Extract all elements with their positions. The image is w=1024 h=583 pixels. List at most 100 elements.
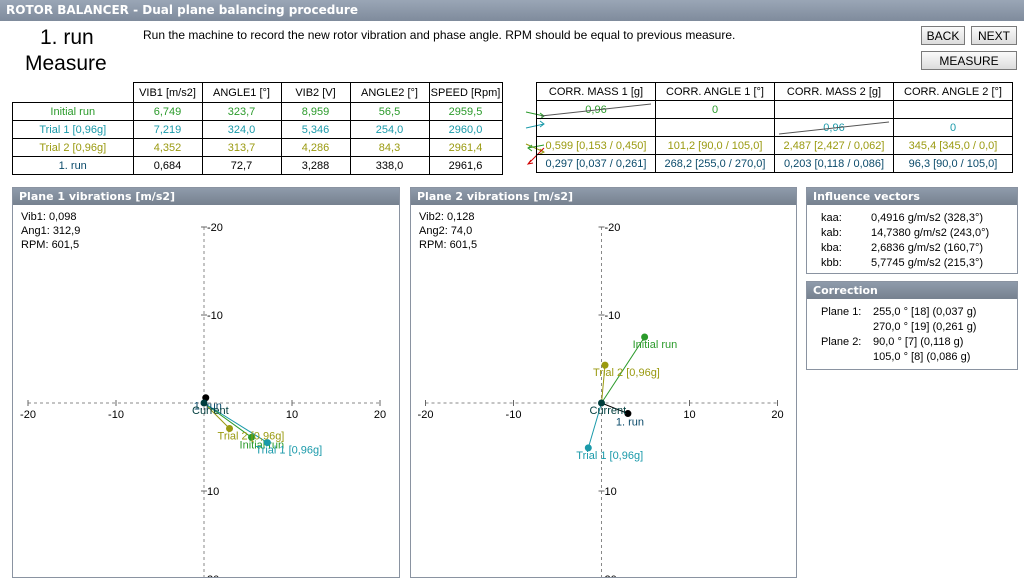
point-label: Trial 1 [0,96g]: [576, 450, 643, 462]
cell-angle2: 84,3: [349, 138, 430, 157]
cell-vib2: 3,288: [280, 156, 351, 175]
cell-angle1: 72,7: [201, 156, 282, 175]
info-key: RPM:: [21, 239, 49, 251]
vector-line: [203, 402, 252, 438]
x-tick-label: 20: [771, 409, 783, 421]
vector-line: [203, 402, 268, 444]
x-tick-label: 10: [683, 409, 695, 421]
x-tick-label: -20: [20, 409, 36, 421]
x-tick-label: -10: [506, 409, 522, 421]
list-item: 105,0 ° [8] (0,086 g): [821, 350, 976, 365]
vector-line: [601, 336, 646, 404]
data-point: [248, 433, 256, 441]
list-item: Plane 2: 90,0 ° [7] (0,118 g): [821, 335, 976, 350]
plane2-axes: -20 -20 -10 -10 10 10 20 20: [418, 222, 784, 577]
plane1-info: Vib1: 0,098 Ang1: 312,9 RPM: 601,5: [21, 210, 80, 252]
influence-value: 2,6836 g/m/s2 (160,7°): [871, 242, 984, 254]
header-vib1: VIB1 [m/s2]: [132, 82, 203, 103]
step-title: 1. run: [40, 26, 94, 49]
rpm1-value: 601,5: [51, 239, 80, 251]
cell-corr-angle2: 345,4 [345,0 / 0,0]: [893, 136, 1013, 155]
cell-vib2: 5,346: [280, 120, 351, 139]
cell-corr-mass2: 0,96: [774, 118, 894, 137]
cell-corr-mass2: [774, 100, 894, 119]
info-key: RPM:: [419, 239, 447, 251]
cell-corr-angle1: [655, 118, 775, 137]
info-key: Ang2:: [419, 225, 448, 237]
influence-title: Influence vectors: [807, 188, 1017, 205]
point-label: Current: [590, 405, 627, 417]
point-label: Trial 2 [0,96g]: [218, 431, 285, 443]
data-point: [200, 399, 208, 407]
strike-line: [778, 121, 890, 135]
correction-value: 270,0 ° [19] (0,261 g): [873, 321, 977, 333]
header-empty: [12, 82, 134, 103]
plane1-title: Plane 1 vibrations [m/s2]: [13, 188, 399, 205]
row-label: 1. run: [12, 156, 134, 175]
influence-list: kaa: 0,4916 g/m/s2 (328,3°) kab: 14,7380 g…: [821, 211, 989, 271]
x-tick-label: -10: [108, 409, 124, 421]
correction-key: Plane 1:: [821, 306, 862, 318]
point-label: Initial run: [240, 439, 285, 451]
table-row: 0,599 [0,153 / 0,450] 101,2 [90,0 / 105,…: [536, 136, 1013, 155]
influence-key: kba:: [821, 242, 842, 254]
cell-speed: 2959,5: [428, 102, 503, 121]
table-header-row: VIB1 [m/s2] ANGLE1 [°] VIB2 [V] ANGLE2 […: [12, 82, 503, 103]
plane2-panel: Plane 2 vibrations [m/s2] Vib2: 0,128 An…: [410, 187, 797, 578]
header-speed: SPEED [Rpm]: [428, 82, 503, 103]
row-label: Initial run: [12, 102, 134, 121]
cell-corr-angle2: 0: [893, 118, 1013, 137]
back-button[interactable]: BACK: [921, 26, 965, 45]
info-key: Ang1:: [21, 225, 50, 237]
cell-corr-mass1: 0,599 [0,153 / 0,450]: [536, 136, 656, 155]
influence-value: 5,7745 g/m/s2 (215,3°): [871, 257, 984, 269]
list-item: kab: 14,7380 g/m/s2 (243,0°): [821, 226, 989, 241]
vector-line: [587, 402, 602, 449]
cell-corr-mass1: 0,297 [0,037 / 0,261]: [536, 154, 656, 173]
vector-line: [601, 402, 629, 415]
header-vib2: VIB2 [V]: [280, 82, 351, 103]
list-item: kaa: 0,4916 g/m/s2 (328,3°): [821, 211, 989, 226]
influence-value: 14,7380 g/m/s2 (243,0°): [871, 227, 990, 239]
cell-corr-angle2: 96,3 [90,0 / 105,0]: [893, 154, 1013, 173]
list-item: 270,0 ° [19] (0,261 g): [821, 320, 976, 335]
plane2-info: Vib2: 0,128 Ang2: 74,0 RPM: 601,5: [419, 210, 477, 252]
influence-key: kaa:: [821, 212, 842, 224]
cell-angle1: 323,7: [201, 102, 282, 121]
plane2-title: Plane 2 vibrations [m/s2]: [411, 188, 796, 205]
rpm2-value: 601,5: [449, 239, 478, 251]
cell-corr-angle1: 0: [655, 100, 775, 119]
cell-corr-mass2: 2,487 [2,427 / 0,062]: [774, 136, 894, 155]
vib1-value: 0,098: [48, 211, 77, 223]
cell-angle2: 254,0: [349, 120, 430, 139]
correction-value: 105,0 ° [8] (0,086 g): [873, 351, 971, 363]
cell-speed: 2961,6: [428, 156, 503, 175]
y-tick-label: 10: [207, 486, 219, 498]
cell-vib1: 7,219: [132, 120, 203, 139]
window-title: ROTOR BALANCER - Dual plane balancing pr…: [0, 0, 1024, 21]
table-row: Trial 2 [0,96g] 4,352 313,7 4,286 84,3 2…: [12, 138, 503, 157]
data-point: [624, 410, 632, 418]
table-header-row: CORR. MASS 1 [g] CORR. ANGLE 1 [°] CORR.…: [536, 82, 1013, 101]
data-point: [226, 425, 234, 433]
cell-corr-mass2: 0,203 [0,118 / 0,086]: [774, 154, 894, 173]
step-subtitle: Measure: [25, 52, 107, 75]
measure-button[interactable]: MEASURE: [921, 51, 1017, 70]
cell-angle1: 313,7: [201, 138, 282, 157]
list-item: Plane 1: 255,0 ° [18] (0,037 g): [821, 305, 976, 320]
table-row: 0,96 0: [536, 118, 1013, 137]
y-tick-label: -10: [207, 310, 223, 322]
influence-panel: Influence vectors kaa: 0,4916 g/m/s2 (328…: [806, 187, 1018, 274]
x-tick-label: 20: [374, 409, 386, 421]
header-angle2: ANGLE2 [°]: [349, 82, 430, 103]
correction-value: 90,0 ° [7] (0,118 g): [873, 336, 964, 348]
data-point: [641, 333, 649, 341]
row-label: Trial 2 [0,96g]: [12, 138, 134, 157]
point-label: Trial 1 [0,96g]: [255, 445, 322, 457]
header-corr-mass2: CORR. MASS 2 [g]: [774, 82, 894, 101]
header-angle1: ANGLE1 [°]: [201, 82, 282, 103]
x-tick-label: -20: [418, 409, 434, 421]
cell-corr-angle2: [893, 100, 1013, 119]
next-button[interactable]: NEXT: [971, 26, 1017, 45]
